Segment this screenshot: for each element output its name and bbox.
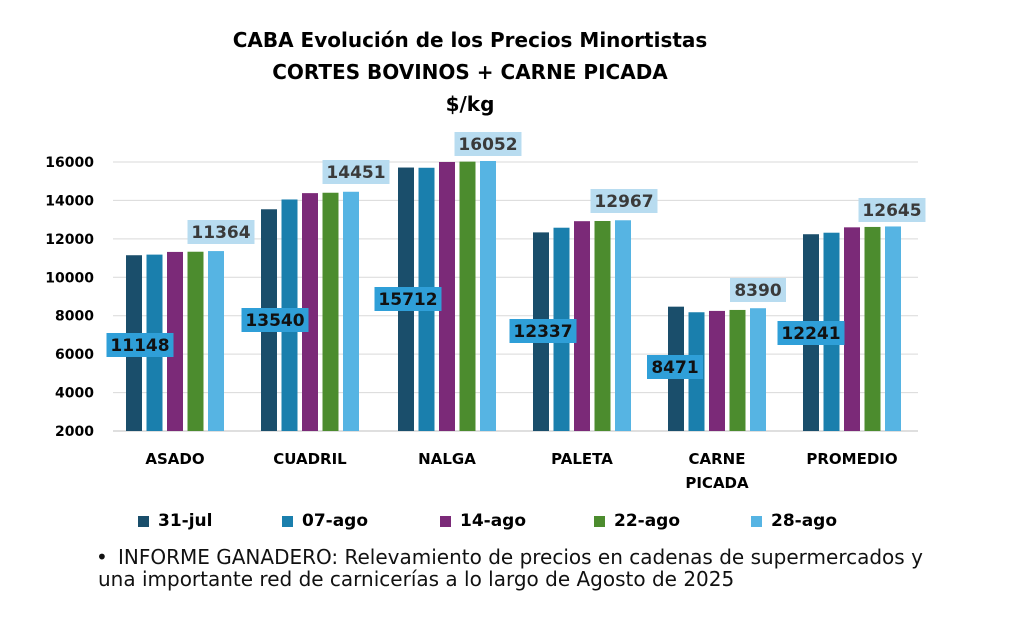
bar xyxy=(480,161,496,431)
data-label-box xyxy=(106,333,174,357)
legend-swatch xyxy=(138,515,149,527)
data-label: 12337 xyxy=(513,322,572,342)
legend-swatch xyxy=(282,515,293,527)
chart-title: CABA Evolución de los Precios Minortista… xyxy=(232,28,708,52)
bar xyxy=(615,220,631,431)
bar xyxy=(709,310,725,431)
y-tick-label: 4000 xyxy=(55,386,94,402)
data-label-box xyxy=(322,160,390,184)
bar xyxy=(208,251,224,431)
data-label-box xyxy=(730,278,786,302)
data-label: 12967 xyxy=(594,192,653,212)
y-tick-label: 14000 xyxy=(45,193,94,209)
x-tick-label: CARNE xyxy=(689,450,746,468)
x-tick-label: PICADA xyxy=(685,474,749,492)
note-text: INFORME GANADERO: Relevamiento de precio… xyxy=(98,545,923,591)
data-label: 8471 xyxy=(651,358,698,378)
data-label: 12241 xyxy=(781,324,840,344)
bar xyxy=(167,251,183,431)
x-tick-label: PALETA xyxy=(551,450,613,468)
data-label-box xyxy=(647,355,703,379)
legend-swatch xyxy=(594,515,605,527)
x-tick-label: CUADRIL xyxy=(273,450,347,468)
legend-label: 22-ago xyxy=(614,511,681,531)
data-label-box xyxy=(858,198,926,222)
x-tick-label: NALGA xyxy=(418,450,476,468)
y-tick-label: 8000 xyxy=(55,309,94,325)
chart-unit: $/kg xyxy=(445,92,495,116)
chart-subtitle: CORTES BOVINOS + CARNE PICADA xyxy=(272,60,668,84)
y-tick-label: 16000 xyxy=(45,155,94,171)
bar xyxy=(844,227,860,431)
y-tick-label: 2000 xyxy=(55,424,94,440)
legend-item: 22-ago xyxy=(594,511,680,531)
data-label: 12645 xyxy=(862,201,921,221)
legend-label: 28-ago xyxy=(771,511,838,531)
data-label: 15712 xyxy=(378,290,437,310)
data-label: 8390 xyxy=(734,281,781,301)
data-label: 16052 xyxy=(458,135,517,155)
legend-item: 28-ago xyxy=(751,511,837,531)
data-label-box xyxy=(590,189,658,213)
bar xyxy=(459,161,476,431)
bar xyxy=(729,309,746,431)
bar xyxy=(885,226,901,431)
legend-label: 14-ago xyxy=(460,511,527,531)
legend-item: 14-ago xyxy=(440,511,526,531)
legend-label: 31-jul xyxy=(158,511,213,531)
y-tick-label: 12000 xyxy=(45,232,94,248)
bar xyxy=(187,251,204,431)
chart-legend: 31-jul 07-ago 14-ago 22-ago 28-ago xyxy=(0,511,1024,535)
data-label-box xyxy=(509,319,577,343)
bar xyxy=(439,162,455,431)
y-tick-label: 6000 xyxy=(55,347,94,363)
bar xyxy=(750,308,766,431)
legend-item: 07-ago xyxy=(282,511,368,531)
bar xyxy=(864,226,881,431)
legend-item: 31-jul xyxy=(138,511,212,531)
report-note: • INFORME GANADERO: Relevamiento de prec… xyxy=(96,545,958,591)
bar xyxy=(302,193,318,431)
data-label-box xyxy=(454,132,522,156)
legend-swatch xyxy=(751,515,762,527)
data-label: 14451 xyxy=(326,163,385,183)
bar xyxy=(594,220,611,431)
bar xyxy=(322,192,339,431)
data-label: 11148 xyxy=(110,336,169,356)
data-label-box xyxy=(187,220,255,244)
data-label-box xyxy=(374,287,442,311)
data-label: 11364 xyxy=(191,223,250,243)
bar xyxy=(574,221,590,431)
x-tick-label: PROMEDIO xyxy=(806,450,897,468)
data-label: 13540 xyxy=(245,311,304,331)
legend-swatch xyxy=(440,515,451,527)
legend-label: 07-ago xyxy=(302,511,369,531)
bar xyxy=(343,191,359,431)
y-tick-label: 10000 xyxy=(45,270,94,286)
note-bullet: • xyxy=(96,545,108,569)
data-label-box xyxy=(777,321,845,345)
x-tick-label: ASADO xyxy=(145,450,204,468)
data-label-box xyxy=(241,308,309,332)
